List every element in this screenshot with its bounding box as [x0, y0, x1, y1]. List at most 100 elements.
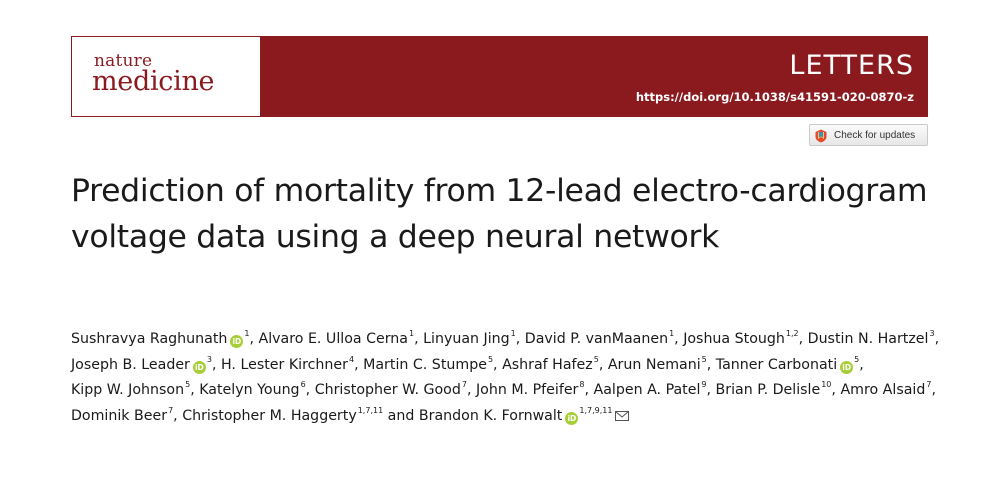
affiliation-marker[interactable]: 5 — [854, 354, 860, 364]
logo-medicine-text: medicine — [92, 66, 215, 97]
affiliation-marker[interactable]: 6 — [300, 380, 306, 390]
logo-nature-text: nature — [94, 51, 153, 71]
affiliation-marker[interactable]: 4 — [348, 354, 355, 364]
author-name[interactable]: Joseph B. Leader — [71, 356, 190, 373]
author-name[interactable]: Dominik Beer — [71, 407, 168, 424]
author-name[interactable]: Katelyn Young — [199, 382, 300, 398]
author-separator: , — [931, 382, 936, 398]
author-item: Linyuan Jing1 — [423, 329, 516, 347]
affiliation-marker[interactable]: 1 — [669, 329, 675, 339]
author-name[interactable]: Sushravya Raghunath — [71, 331, 228, 347]
journal-logo[interactable]: nature medicine — [72, 37, 260, 116]
author-name[interactable]: Brandon K. Fornwalt — [418, 407, 563, 424]
author-separator: , — [706, 356, 716, 373]
affiliation-marker[interactable]: 10 — [821, 380, 832, 390]
author-name[interactable]: Alvaro E. Ulloa Cerna — [258, 331, 409, 347]
affiliation-marker[interactable]: 8 — [579, 380, 585, 390]
author-name[interactable]: Amro Alsaid — [840, 382, 926, 398]
article-title: Prediction of mortality from 12-lead ele… — [71, 173, 928, 255]
affiliation-marker[interactable]: 7 — [926, 380, 932, 390]
author-separator: , — [211, 356, 222, 373]
author-separator: , — [831, 382, 841, 398]
author-item: Brian P. Delisle10 — [715, 380, 832, 398]
affiliation-marker[interactable]: 7 — [461, 380, 467, 390]
orcid-icon[interactable]: iD — [192, 360, 206, 374]
author-name[interactable]: Christopher W. Good — [314, 382, 461, 398]
author-separator: , — [414, 331, 424, 347]
author-item: Ashraf Hafez5 — [502, 354, 599, 373]
author-separator: , — [493, 356, 503, 373]
author-name[interactable]: H. Lester Kirchner — [221, 356, 348, 373]
author-separator: , — [354, 356, 364, 373]
author-item: Christopher M. Haggerty1,7,11 — [182, 405, 384, 424]
affiliation-marker[interactable]: 9 — [701, 380, 707, 390]
author-item: Katelyn Young6 — [199, 380, 306, 398]
author-item: Christopher W. Good7 — [314, 380, 467, 398]
affiliation-marker[interactable]: 1 — [244, 329, 250, 339]
author-separator: , — [249, 331, 259, 347]
check-for-updates-button[interactable]: Check for updates — [809, 124, 928, 146]
check-for-updates-label: Check for updates — [834, 129, 916, 141]
orcid-icon[interactable]: iD — [565, 411, 579, 425]
affiliation-marker[interactable]: 5 — [593, 354, 599, 364]
journal-banner: LETTERS https://doi.org/10.1038/s41591-0… — [260, 37, 927, 116]
author-item: Arun Nemani5 — [607, 354, 707, 373]
author-item: H. Lester Kirchner4 — [221, 354, 355, 373]
author-item: Dominik Beer7 — [71, 405, 174, 424]
affiliation-marker[interactable]: 7 — [168, 405, 174, 415]
author-name[interactable]: Ashraf Hafez — [502, 356, 593, 373]
author-item: Brandon K. Fornwalt iD1,7,9,11 — [418, 405, 630, 425]
affiliation-marker[interactable]: 5 — [185, 380, 191, 390]
doi-link[interactable]: https://doi.org/10.1038/s41591-020-0870-… — [635, 90, 914, 104]
affiliation-marker[interactable]: 1,2 — [785, 329, 799, 339]
author-item: Kipp W. Johnson5 — [71, 380, 191, 398]
author-item: John M. Pfeifer8 — [475, 380, 585, 398]
affiliation-marker[interactable]: 1 — [510, 329, 516, 339]
author-item: Joshua Stough1,2 — [683, 329, 799, 347]
author-name[interactable]: Joshua Stough — [683, 331, 785, 347]
affiliation-marker[interactable]: 3 — [206, 354, 212, 364]
author-separator: , — [584, 382, 594, 398]
journal-header: nature medicine LETTERS https://doi.org/… — [71, 36, 928, 117]
author-name[interactable]: Martin C. Stumpe — [363, 356, 487, 373]
author-name[interactable]: John M. Pfeifer — [475, 382, 579, 398]
author-separator: , — [190, 382, 200, 398]
affiliation-marker[interactable]: 5 — [487, 354, 494, 364]
author-name[interactable]: Tanner Carbonati — [715, 356, 838, 373]
author-name[interactable]: Dustin N. Hartzel — [807, 331, 929, 347]
author-separator: and — [383, 407, 419, 424]
affiliation-marker[interactable]: 1,7,9,11 — [579, 405, 613, 415]
affiliation-marker[interactable]: 1,7,11 — [357, 405, 384, 415]
author-name[interactable]: Brian P. Delisle — [715, 382, 821, 398]
affiliation-marker[interactable]: 1 — [409, 329, 415, 339]
author-name[interactable]: Linyuan Jing — [423, 331, 510, 347]
author-separator: , — [466, 382, 476, 398]
author-separator: , — [515, 331, 525, 347]
author-name[interactable]: Arun Nemani — [607, 356, 701, 373]
author-item: Joseph B. Leader iD3 — [71, 354, 212, 374]
author-list: Sushravya Raghunath iD1, Alvaro E. Ulloa … — [71, 327, 951, 430]
author-separator: , — [859, 356, 864, 373]
author-separator: , — [674, 331, 684, 347]
article-type-label: LETTERS — [789, 50, 914, 81]
author-item: Tanner Carbonati iD5 — [715, 354, 860, 374]
envelope-icon[interactable] — [615, 405, 630, 431]
orcid-icon[interactable]: iD — [230, 335, 244, 348]
author-name[interactable]: Aalpen A. Patel — [593, 382, 701, 398]
author-separator: , — [598, 356, 608, 373]
author-separator: , — [934, 331, 940, 347]
crossmark-icon — [815, 128, 827, 143]
author-separator: , — [305, 382, 315, 398]
author-separator: , — [798, 331, 808, 347]
orcid-icon[interactable]: iD — [840, 360, 854, 374]
affiliation-marker[interactable]: 3 — [929, 329, 935, 339]
author-item: Alvaro E. Ulloa Cerna1 — [258, 329, 415, 347]
author-name[interactable]: Kipp W. Johnson — [71, 382, 185, 398]
author-name[interactable]: Christopher M. Haggerty — [182, 407, 357, 424]
author-item: Amro Alsaid7 — [840, 380, 932, 398]
affiliation-marker[interactable]: 5 — [701, 354, 707, 364]
author-name[interactable]: David P. vanMaanen — [524, 331, 669, 347]
author-separator: , — [706, 382, 716, 398]
author-item: Aalpen A. Patel9 — [593, 380, 707, 398]
author-item: Dustin N. Hartzel3 — [807, 329, 935, 347]
